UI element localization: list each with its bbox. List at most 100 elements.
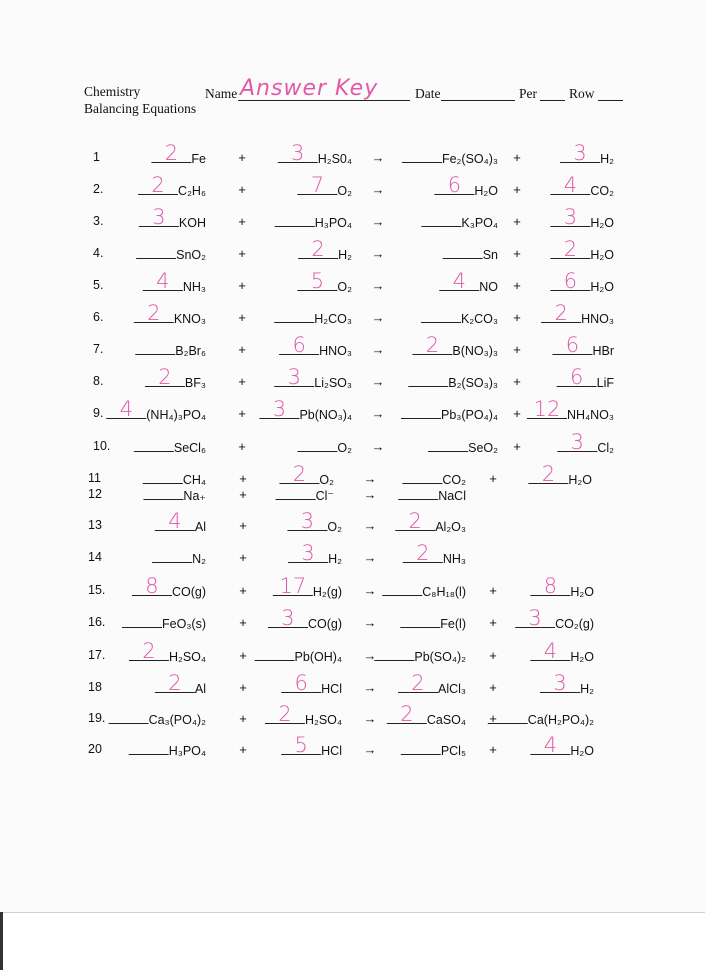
coefficient-blank[interactable] (374, 648, 415, 661)
coefficient-blank[interactable]: 2 (128, 641, 169, 662)
coefficient-blank[interactable]: 4 (154, 511, 195, 532)
row-field[interactable] (598, 100, 623, 101)
coefficient-blank[interactable] (408, 374, 449, 387)
coefficient-blank[interactable] (420, 310, 461, 323)
coefficient-blank[interactable] (274, 310, 315, 323)
coefficient-blank[interactable] (122, 615, 163, 628)
coefficient-blank[interactable]: 3 (274, 367, 315, 388)
plus-sign: + (238, 342, 246, 357)
plus-sign: + (239, 471, 247, 486)
coefficient-blank[interactable]: 3 (138, 207, 179, 228)
coefficient-blank[interactable] (142, 471, 183, 484)
coefficient-blank[interactable]: 3 (287, 511, 328, 532)
coefficient-value: 6 (565, 333, 580, 357)
coefficient-blank[interactable]: 3 (277, 143, 318, 164)
coefficient-blank[interactable]: 3 (267, 608, 308, 629)
coefficient-blank[interactable] (128, 742, 169, 755)
coefficient-blank[interactable] (143, 487, 184, 500)
chemical-term: 7 O₂ (297, 175, 352, 198)
coefficient-blank[interactable]: 2 (397, 673, 438, 694)
coefficient-blank[interactable]: 3 (560, 143, 601, 164)
coefficient-blank[interactable]: 5 (281, 735, 322, 756)
coefficient-blank[interactable] (133, 439, 174, 452)
coefficient-blank[interactable] (136, 246, 177, 259)
coefficient-blank[interactable] (402, 471, 443, 484)
coefficient-blank[interactable]: 6 (281, 673, 322, 694)
equation-number: 14 (88, 550, 102, 564)
coefficient-blank[interactable]: 7 (297, 175, 338, 196)
coefficient-blank[interactable]: 8 (131, 576, 172, 597)
coefficient-value: 4 (563, 173, 578, 197)
coefficient-blank[interactable]: 4 (550, 175, 591, 196)
coefficient-blank[interactable]: 2 (402, 543, 443, 564)
coefficient-blank[interactable]: 2 (133, 303, 174, 324)
coefficient-blank[interactable]: 6 (556, 367, 597, 388)
coefficient-blank[interactable] (152, 550, 193, 563)
coefficient-blank[interactable] (274, 214, 315, 227)
coefficient-blank[interactable]: 3 (288, 543, 329, 564)
coefficient-blank[interactable]: 2 (298, 239, 339, 260)
chemical-term: 2 BF₃ (144, 367, 206, 390)
coefficient-blank[interactable]: 2 (395, 511, 436, 532)
coefficient-blank[interactable] (400, 615, 441, 628)
coefficient-blank[interactable]: 2 (144, 367, 185, 388)
period-field[interactable] (540, 100, 565, 101)
coefficient-blank[interactable] (487, 711, 528, 724)
coefficient-blank[interactable]: 3 (550, 207, 591, 228)
coefficient-blank[interactable]: 2 (151, 143, 192, 164)
reaction-arrow: → (363, 648, 377, 663)
coefficient-blank[interactable]: 2 (541, 303, 582, 324)
coefficient-blank[interactable]: 4 (530, 735, 571, 756)
coefficient-blank[interactable] (401, 150, 442, 163)
reaction-arrow: → (371, 278, 385, 293)
coefficient-blank[interactable]: 5 (297, 271, 338, 292)
coefficient-blank[interactable]: 4 (439, 271, 480, 292)
coefficient-blank[interactable]: 2 (154, 673, 195, 694)
coefficient-blank[interactable] (382, 583, 423, 596)
coefficient-blank[interactable]: 4 (142, 271, 183, 292)
chemical-term: 6 HCl (281, 673, 342, 696)
chemical-formula: O₂ (337, 441, 352, 455)
coefficient-blank[interactable]: 2 (279, 464, 320, 485)
plus-sign: + (239, 648, 247, 663)
coefficient-blank[interactable] (297, 439, 338, 452)
coefficient-blank[interactable]: 4 (106, 399, 147, 420)
coefficient-blank[interactable]: 3 (515, 608, 556, 629)
date-field[interactable] (441, 100, 515, 101)
coefficient-blank[interactable] (254, 648, 295, 661)
coefficient-blank[interactable]: 2 (264, 704, 305, 725)
coefficient-blank[interactable]: 12 (527, 399, 567, 420)
coefficient-blank[interactable]: 3 (557, 432, 598, 453)
coefficient-blank[interactable]: 2 (550, 239, 591, 260)
chemical-term: H₃PO₄ (128, 742, 206, 758)
coefficient-blank[interactable]: 6 (279, 335, 320, 356)
coefficient-blank[interactable] (275, 487, 316, 500)
coefficient-blank[interactable] (442, 246, 483, 259)
coefficient-blank[interactable]: 6 (434, 175, 475, 196)
coefficient-blank[interactable] (135, 342, 176, 355)
coefficient-blank[interactable]: 2 (528, 464, 569, 485)
chemical-formula: H₃PO₄ (314, 216, 352, 230)
coefficient-value: 3 (563, 205, 578, 229)
coefficient-blank[interactable]: 2 (138, 175, 179, 196)
coefficient-blank[interactable]: 8 (530, 576, 571, 597)
coefficient-blank[interactable] (398, 487, 439, 500)
chemical-term: Fe₂(SO₄)₃ (401, 150, 498, 166)
chemical-term: 3 H₂ (540, 673, 594, 696)
name-field[interactable] (238, 100, 410, 101)
coefficient-blank[interactable]: 3 (540, 673, 581, 694)
coefficient-blank[interactable]: 3 (259, 399, 300, 420)
coefficient-blank[interactable]: 2 (386, 704, 427, 725)
coefficient-blank[interactable]: 4 (530, 641, 571, 662)
chemical-formula: FeO₃(s) (162, 617, 206, 631)
coefficient-blank[interactable]: 17 (272, 576, 313, 597)
coefficient-blank[interactable]: 6 (550, 271, 591, 292)
coefficient-blank[interactable]: 2 (412, 335, 453, 356)
coefficient-value: 2 (151, 173, 165, 197)
coefficient-blank[interactable] (428, 439, 469, 452)
coefficient-blank[interactable]: 6 (552, 335, 593, 356)
coefficient-blank[interactable] (108, 711, 149, 724)
coefficient-blank[interactable] (401, 406, 442, 419)
coefficient-blank[interactable] (421, 214, 462, 227)
coefficient-blank[interactable] (400, 742, 441, 755)
